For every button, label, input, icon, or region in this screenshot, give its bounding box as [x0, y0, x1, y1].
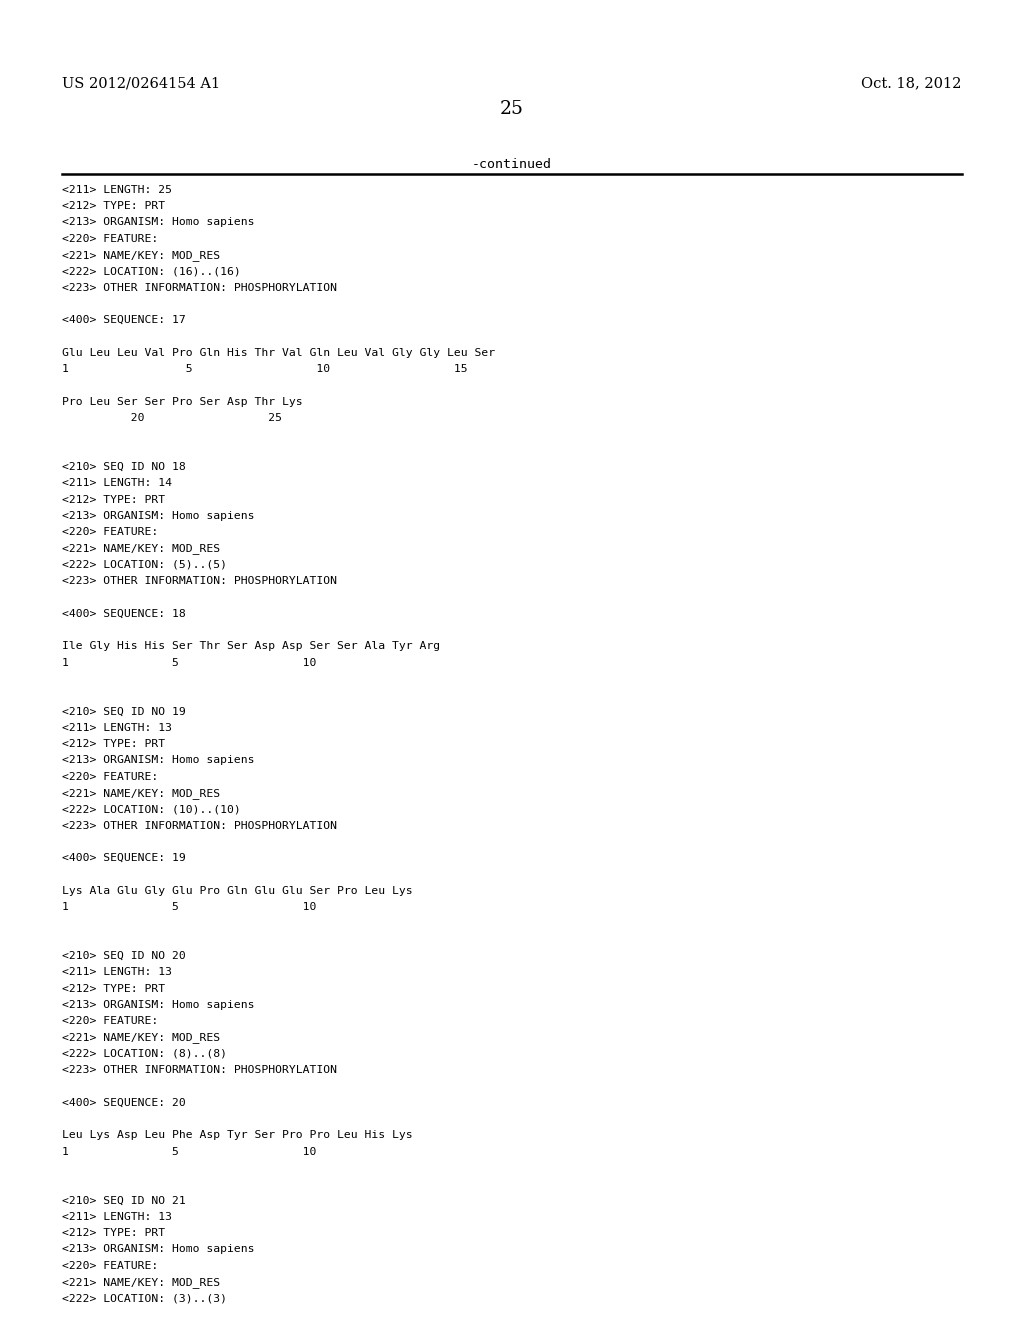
Text: <223> OTHER INFORMATION: PHOSPHORYLATION: <223> OTHER INFORMATION: PHOSPHORYLATION [62, 282, 338, 293]
Text: <212> TYPE: PRT: <212> TYPE: PRT [62, 495, 166, 504]
Text: <223> OTHER INFORMATION: PHOSPHORYLATION: <223> OTHER INFORMATION: PHOSPHORYLATION [62, 821, 338, 830]
Text: <213> ORGANISM: Homo sapiens: <213> ORGANISM: Homo sapiens [62, 1001, 255, 1010]
Text: <222> LOCATION: (3)..(3): <222> LOCATION: (3)..(3) [62, 1294, 227, 1303]
Text: <221> NAME/KEY: MOD_RES: <221> NAME/KEY: MOD_RES [62, 1032, 220, 1043]
Text: 1               5                  10: 1 5 10 [62, 1147, 316, 1156]
Text: Oct. 18, 2012: Oct. 18, 2012 [861, 77, 962, 91]
Text: <211> LENGTH: 25: <211> LENGTH: 25 [62, 185, 172, 195]
Text: Leu Lys Asp Leu Phe Asp Tyr Ser Pro Pro Leu His Lys: Leu Lys Asp Leu Phe Asp Tyr Ser Pro Pro … [62, 1130, 413, 1140]
Text: <212> TYPE: PRT: <212> TYPE: PRT [62, 201, 166, 211]
Text: <213> ORGANISM: Homo sapiens: <213> ORGANISM: Homo sapiens [62, 1245, 255, 1254]
Text: <213> ORGANISM: Homo sapiens: <213> ORGANISM: Homo sapiens [62, 511, 255, 521]
Text: 1                 5                  10                  15: 1 5 10 15 [62, 364, 468, 374]
Text: <223> OTHER INFORMATION: PHOSPHORYLATION: <223> OTHER INFORMATION: PHOSPHORYLATION [62, 1065, 338, 1074]
Text: <220> FEATURE:: <220> FEATURE: [62, 234, 159, 244]
Text: 25: 25 [500, 100, 524, 119]
Text: <221> NAME/KEY: MOD_RES: <221> NAME/KEY: MOD_RES [62, 788, 220, 799]
Text: <220> FEATURE:: <220> FEATURE: [62, 1261, 159, 1271]
Text: <211> LENGTH: 13: <211> LENGTH: 13 [62, 1212, 172, 1222]
Text: <210> SEQ ID NO 20: <210> SEQ ID NO 20 [62, 950, 186, 961]
Text: -continued: -continued [472, 158, 552, 172]
Text: <211> LENGTH: 13: <211> LENGTH: 13 [62, 723, 172, 733]
Text: <213> ORGANISM: Homo sapiens: <213> ORGANISM: Homo sapiens [62, 218, 255, 227]
Text: <212> TYPE: PRT: <212> TYPE: PRT [62, 983, 166, 994]
Text: <211> LENGTH: 14: <211> LENGTH: 14 [62, 478, 172, 488]
Text: <400> SEQUENCE: 17: <400> SEQUENCE: 17 [62, 315, 186, 325]
Text: <212> TYPE: PRT: <212> TYPE: PRT [62, 739, 166, 748]
Text: Glu Leu Leu Val Pro Gln His Thr Val Gln Leu Val Gly Gly Leu Ser: Glu Leu Leu Val Pro Gln His Thr Val Gln … [62, 348, 496, 358]
Text: <400> SEQUENCE: 18: <400> SEQUENCE: 18 [62, 609, 186, 619]
Text: <222> LOCATION: (8)..(8): <222> LOCATION: (8)..(8) [62, 1049, 227, 1059]
Text: <400> SEQUENCE: 19: <400> SEQUENCE: 19 [62, 853, 186, 863]
Text: <220> FEATURE:: <220> FEATURE: [62, 772, 159, 781]
Text: 1               5                  10: 1 5 10 [62, 657, 316, 668]
Text: <212> TYPE: PRT: <212> TYPE: PRT [62, 1228, 166, 1238]
Text: <220> FEATURE:: <220> FEATURE: [62, 527, 159, 537]
Text: Pro Leu Ser Ser Pro Ser Asp Thr Lys: Pro Leu Ser Ser Pro Ser Asp Thr Lys [62, 397, 303, 407]
Text: <223> OTHER INFORMATION: PHOSPHORYLATION: <223> OTHER INFORMATION: PHOSPHORYLATION [62, 576, 338, 586]
Text: <400> SEQUENCE: 20: <400> SEQUENCE: 20 [62, 1098, 186, 1107]
Text: <210> SEQ ID NO 21: <210> SEQ ID NO 21 [62, 1196, 186, 1205]
Text: 1               5                  10: 1 5 10 [62, 902, 316, 912]
Text: <221> NAME/KEY: MOD_RES: <221> NAME/KEY: MOD_RES [62, 544, 220, 554]
Text: 20                  25: 20 25 [62, 413, 283, 422]
Text: Lys Ala Glu Gly Glu Pro Gln Glu Glu Ser Pro Leu Lys: Lys Ala Glu Gly Glu Pro Gln Glu Glu Ser … [62, 886, 413, 896]
Text: Ile Gly His His Ser Thr Ser Asp Asp Ser Ser Ala Tyr Arg: Ile Gly His His Ser Thr Ser Asp Asp Ser … [62, 642, 440, 651]
Text: <213> ORGANISM: Homo sapiens: <213> ORGANISM: Homo sapiens [62, 755, 255, 766]
Text: <210> SEQ ID NO 19: <210> SEQ ID NO 19 [62, 706, 186, 717]
Text: <210> SEQ ID NO 18: <210> SEQ ID NO 18 [62, 462, 186, 473]
Text: US 2012/0264154 A1: US 2012/0264154 A1 [62, 77, 220, 91]
Text: <211> LENGTH: 13: <211> LENGTH: 13 [62, 968, 172, 977]
Text: <222> LOCATION: (16)..(16): <222> LOCATION: (16)..(16) [62, 267, 242, 276]
Text: <222> LOCATION: (10)..(10): <222> LOCATION: (10)..(10) [62, 804, 242, 814]
Text: <220> FEATURE:: <220> FEATURE: [62, 1016, 159, 1026]
Text: <221> NAME/KEY: MOD_RES: <221> NAME/KEY: MOD_RES [62, 1276, 220, 1288]
Text: <222> LOCATION: (5)..(5): <222> LOCATION: (5)..(5) [62, 560, 227, 570]
Text: <221> NAME/KEY: MOD_RES: <221> NAME/KEY: MOD_RES [62, 249, 220, 261]
